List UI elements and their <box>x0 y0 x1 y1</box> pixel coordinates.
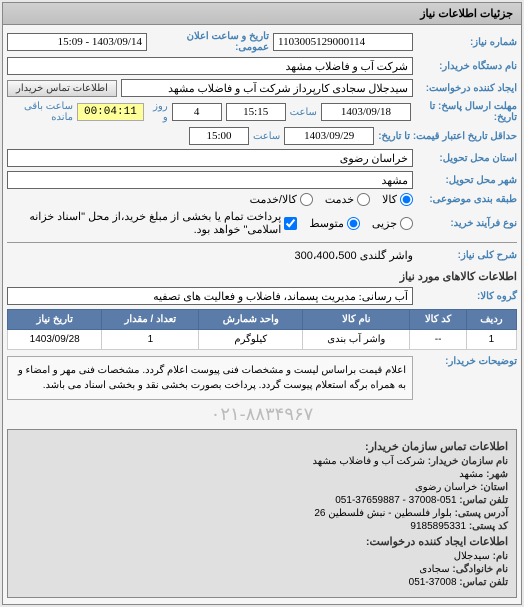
radio-service[interactable] <box>357 193 370 206</box>
province-label: استان محل تحویل: <box>417 153 517 164</box>
c-name-label: نام: <box>493 551 508 562</box>
c-family-label: نام خانوادگی: <box>452 564 508 575</box>
table-header: کد کالا <box>410 310 466 330</box>
general-title-label: شرح کلی نیاز: <box>417 250 517 261</box>
radio-service-label: خدمت <box>325 193 354 206</box>
need-number-label: شماره نیاز: <box>417 37 517 48</box>
city-label: شهر محل تحویل: <box>417 175 517 186</box>
deadline-time-input[interactable] <box>226 103 286 121</box>
table-cell: 1 <box>466 330 516 350</box>
table-cell: کیلوگرم <box>199 330 303 350</box>
creator-input[interactable] <box>121 79 413 97</box>
contact-buyer-button[interactable]: اطلاعات تماس خریدار <box>7 80 117 97</box>
countdown: 00:04:11 <box>77 103 144 121</box>
panel-body: شماره نیاز: تاریخ و ساعت اعلان عمومی: نا… <box>3 25 521 604</box>
contact-block: اطلاعات تماس سازمان خریدار: نام سازمان خ… <box>7 429 517 598</box>
details-panel: جزئیات اطلاعات نیاز شماره نیاز: تاریخ و … <box>2 2 522 605</box>
table-header: نام کالا <box>303 310 410 330</box>
radio-goods[interactable] <box>400 193 413 206</box>
contact-section1: اطلاعات تماس سازمان خریدار: <box>16 438 508 455</box>
goods-table: ردیفکد کالانام کالاواحد شمارشتعداد / مقد… <box>7 309 517 350</box>
validity-label: حداقل تاریخ اعتبار قیمت: تا تاریخ: <box>378 131 517 142</box>
province-input[interactable] <box>7 149 413 167</box>
announce-label: تاریخ و ساعت اعلان عمومی: <box>151 31 269 53</box>
payment-note: پرداخت تمام یا بخشی از مبلغ خرید،از محل … <box>7 210 281 236</box>
checkbox-payment[interactable] <box>284 217 297 230</box>
category-radio-group: کالا خدمت کالا/خدمت <box>250 193 413 206</box>
buyer-notes-label: توضیحات خریدار: <box>417 356 517 367</box>
announce-input[interactable] <box>7 33 147 51</box>
validity-time-input[interactable] <box>189 127 249 145</box>
contact-section2: اطلاعات ایجاد کننده درخواست: <box>16 533 508 550</box>
radio-minor[interactable] <box>400 217 413 230</box>
buyer-org-label: نام دستگاه خریدار: <box>417 61 517 72</box>
table-cell: 1 <box>102 330 199 350</box>
process-radio-group: جزیی متوسط پرداخت تمام یا بخشی از مبلغ خ… <box>7 210 413 236</box>
radio-goods-label: کالا <box>382 193 397 206</box>
time-label-1: ساعت <box>290 107 317 118</box>
group-label: گروه کالا: <box>417 291 517 302</box>
radio-goods-service-label: کالا/خدمت <box>250 193 297 206</box>
process-label: نوع فرآیند خرید: <box>417 218 517 229</box>
c-pobox: 9185895331 <box>410 521 466 532</box>
c-org-label: نام سازمان خریدار: <box>428 456 508 467</box>
c-province-label: استان: <box>480 482 508 493</box>
c-city: مشهد <box>459 469 483 480</box>
goods-info-title: اطلاعات کالاهای مورد نیاز <box>7 266 517 287</box>
c-address-label: آدرس پستی: <box>455 508 508 519</box>
c-address: بلوار فلسطین - نبش فلسطین 26 <box>314 508 451 519</box>
radio-goods-service[interactable] <box>300 193 313 206</box>
group-input[interactable] <box>7 287 413 305</box>
category-label: طبقه بندی موضوعی: <box>417 194 517 205</box>
c-pobox-label: کد پستی: <box>469 521 508 532</box>
panel-title: جزئیات اطلاعات نیاز <box>3 3 521 25</box>
c-org: شرکت آب و فاضلاب مشهد <box>313 456 425 467</box>
c-phone: 051-37008 - 37659887-051 <box>335 495 456 506</box>
c-city-label: شهر: <box>486 469 508 480</box>
validity-date-input[interactable] <box>284 127 374 145</box>
table-row[interactable]: 1--واشر آب بندیکیلوگرم11403/09/28 <box>8 330 517 350</box>
radio-minor-label: جزیی <box>372 217 397 230</box>
need-number-input[interactable] <box>273 33 413 51</box>
table-header: تعداد / مقدار <box>102 310 199 330</box>
table-cell: -- <box>410 330 466 350</box>
watermark: ۰۲۱-۸۸۳۴۹۶۷ <box>7 404 517 425</box>
general-title: واشر گلندی 300،400،500 <box>294 249 413 262</box>
buyer-org-input[interactable] <box>7 57 413 75</box>
c-phone2: 37008-051 <box>409 577 457 588</box>
table-header: تاریخ نیاز <box>8 310 102 330</box>
c-name: سیدجلال <box>454 551 490 562</box>
buyer-notes: اعلام قیمت براساس لیست و مشخصات فنی پیوس… <box>7 356 413 400</box>
c-phone-label: تلفن تماس: <box>459 495 508 506</box>
table-cell: 1403/09/28 <box>8 330 102 350</box>
c-phone2-label: تلفن تماس: <box>459 577 508 588</box>
deadline-date-input[interactable] <box>321 103 411 121</box>
remain-label: ساعت باقی مانده <box>7 101 73 123</box>
table-cell: واشر آب بندی <box>303 330 410 350</box>
radio-medium-label: متوسط <box>309 217 344 230</box>
table-header: ردیف <box>466 310 516 330</box>
c-province: خراسان رضوی <box>415 482 477 493</box>
deadline-label: مهلت ارسال پاسخ: تا تاریخ: <box>415 101 517 123</box>
day-label: روز و <box>148 101 168 123</box>
days-input[interactable] <box>172 103 222 121</box>
time-label-2: ساعت <box>253 131 280 142</box>
city-input[interactable] <box>7 171 413 189</box>
c-family: سجادی <box>419 564 449 575</box>
creator-label: ایجاد کننده درخواست: <box>417 83 517 94</box>
radio-medium[interactable] <box>347 217 360 230</box>
table-header: واحد شمارش <box>199 310 303 330</box>
